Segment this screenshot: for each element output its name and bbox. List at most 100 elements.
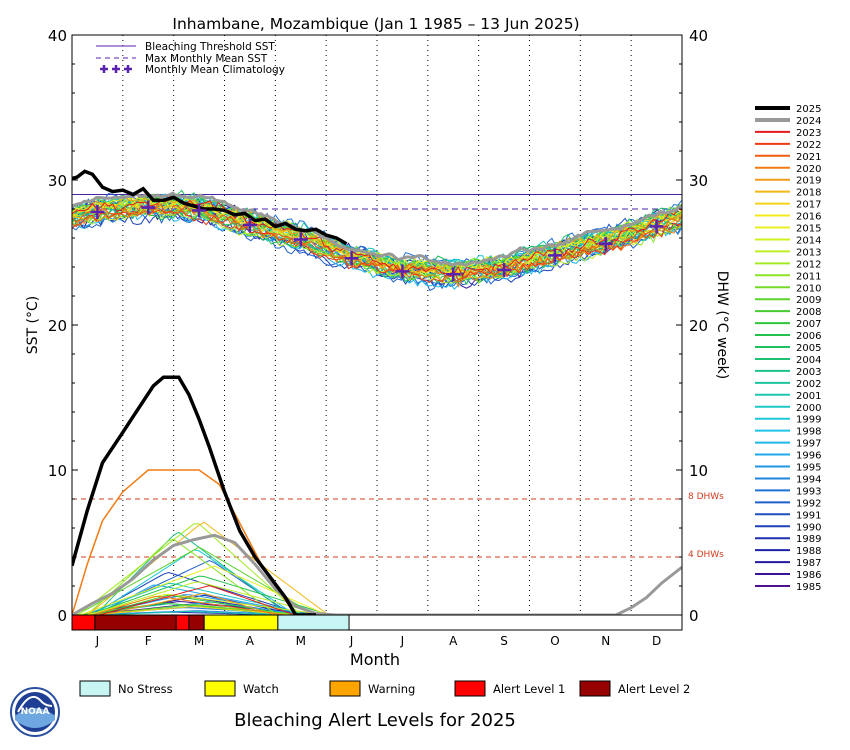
year-legend-label: 2025 [796, 104, 821, 115]
year-legend-label: 2019 [796, 176, 821, 187]
year-legend-label: 2016 [796, 212, 821, 223]
noaa-logo: NOAA [10, 687, 60, 737]
year-legend-label: 2012 [796, 259, 821, 270]
x-axis-title: Month [350, 650, 400, 669]
dhw-series-2001 [72, 610, 377, 615]
month-label: A [449, 634, 458, 648]
year-legend-label: 1992 [796, 498, 821, 509]
sst-series-2019 [72, 196, 682, 275]
alert-legend-label: Watch [243, 682, 279, 696]
month-label: O [550, 634, 559, 648]
month-label: N [601, 634, 610, 648]
sst-series-2022 [72, 205, 682, 284]
chart-title: Inhambane, Mozambique (Jan 1 1985 – 13 J… [172, 15, 579, 33]
year-legend-label: 1999 [796, 415, 821, 426]
alert-legend-label: Alert Level 2 [618, 682, 690, 696]
month-label: S [500, 634, 508, 648]
alert-legend-swatch [579, 680, 611, 697]
dhw-series-2013 [72, 581, 377, 615]
dhw-series-2012 [72, 523, 377, 615]
dhw-series-1990 [72, 571, 377, 615]
sst-series-2024 [72, 191, 682, 267]
dhw-series-2023 [72, 585, 377, 615]
year-legend-label: 2018 [796, 188, 821, 199]
year-legend-label: 1987 [796, 558, 821, 569]
year-legend-label: 1989 [796, 534, 821, 545]
month-label: J [400, 634, 405, 648]
climatology-markers [90, 200, 664, 282]
alert-segment [94, 614, 177, 631]
y-axis-right-title: DHW (°C week) [714, 271, 730, 380]
y-axis-left: 0 10 20 30 40 [48, 27, 78, 625]
noaa-logo-text: NOAA [21, 707, 50, 717]
year-legend-label: 2007 [796, 319, 821, 330]
y-tick-label-left: 30 [48, 172, 67, 190]
climatology-marker [446, 267, 461, 282]
sst-series-2021 [72, 204, 682, 283]
year-legend-label: 2001 [796, 391, 821, 402]
year-legend-label: 2015 [796, 224, 821, 235]
alert-segment [188, 614, 205, 631]
alert-legend-swatch [79, 680, 111, 697]
year-legend-label: 2003 [796, 367, 821, 378]
alert-title: Bleaching Alert Levels for 2025 [234, 710, 516, 731]
climatology-marker [293, 232, 308, 247]
legend-threshold-label: Bleaching Threshold SST [145, 41, 275, 53]
year-legend-label: 2010 [796, 283, 821, 294]
year-legend-label: 2014 [796, 235, 821, 246]
y-axis-right: 0 10 20 30 40 [676, 27, 708, 625]
alert-legend-swatch [204, 680, 236, 697]
month-label: M [296, 634, 306, 648]
dhw-series-2024 [72, 533, 682, 615]
y-tick-label-right: 20 [689, 317, 708, 335]
month-label: A [246, 634, 255, 648]
alert-legend: No Stress Watch Warning Alert Level 1 Alert … [79, 680, 690, 697]
y-tick-label-right: 30 [689, 172, 708, 190]
y-tick-label-right: 0 [689, 607, 699, 625]
dhw-series-2020 [72, 595, 377, 615]
y-tick-label-left: 0 [57, 607, 67, 625]
year-legend-label: 2008 [796, 307, 821, 318]
climatology-marker [497, 262, 512, 277]
y-axis-left-title: SST (°C) [25, 296, 41, 354]
year-legend-label: 1985 [796, 582, 821, 593]
climatology-marker [192, 203, 207, 218]
year-legend-label: 2020 [796, 164, 821, 175]
y-tick-label-right: 10 [689, 462, 708, 480]
alert-legend-swatch [454, 680, 486, 697]
year-legend-label: 2023 [796, 128, 821, 139]
alert-legend-label: Alert Level 1 [493, 682, 565, 696]
dhw-series-1999 [72, 549, 377, 615]
top-legend: Bleaching Threshold SST Max Monthly Mean… [96, 41, 285, 76]
sst-series-2006 [72, 207, 682, 286]
climatology-marker [395, 264, 410, 279]
legend-mmm-label: Max Monthly Mean SST [145, 53, 268, 65]
dhw-series-2000 [72, 582, 377, 615]
alert-legend-swatch [329, 680, 361, 697]
year-legend-label: 2002 [796, 379, 821, 390]
year-legend-label: 2004 [796, 355, 821, 366]
month-label: D [652, 634, 661, 648]
alert-segment [203, 614, 279, 631]
year-legend-label: 2017 [796, 200, 821, 211]
dhw-4-label: 4 DHWs [688, 550, 724, 560]
climatology-marker [649, 219, 664, 234]
year-legend-label: 2013 [796, 247, 821, 258]
year-legend-label: 2006 [796, 331, 821, 342]
month-label: F [145, 634, 152, 648]
year-legend-label: 1996 [796, 451, 821, 462]
dhw-series-2009 [72, 546, 377, 615]
year-series [72, 189, 682, 615]
year-legend-label: 1988 [796, 546, 821, 557]
dhw-series-2010 [72, 604, 377, 615]
year-legend-label: 1995 [796, 463, 821, 474]
sst-series-1997 [72, 209, 682, 290]
y-tick-label-left: 40 [48, 27, 67, 45]
highlight-series [72, 169, 682, 615]
year-legend-label: 1990 [796, 522, 821, 533]
legend-climatology-swatch [100, 65, 132, 73]
year-legend-label: 2011 [796, 271, 821, 282]
year-legend-label: 1993 [796, 486, 821, 497]
month-label: J [95, 634, 100, 648]
month-label: M [194, 634, 204, 648]
